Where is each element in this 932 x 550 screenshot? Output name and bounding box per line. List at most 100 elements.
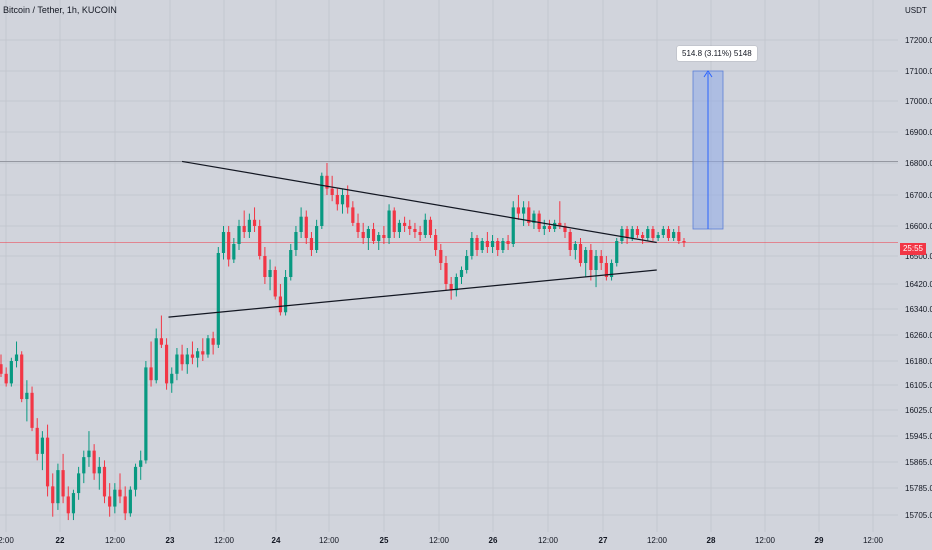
trendline-lower[interactable] [168, 269, 657, 318]
candle-body[interactable] [56, 470, 60, 504]
candle-body[interactable] [278, 296, 283, 313]
candle-body[interactable] [82, 457, 86, 474]
candle-body[interactable] [45, 437, 50, 487]
candle-body[interactable] [568, 232, 572, 250]
candle-body[interactable] [258, 226, 262, 256]
candle-body[interactable] [402, 222, 407, 226]
candle-body[interactable] [490, 241, 495, 247]
candle-body[interactable] [485, 241, 489, 247]
candle-body[interactable] [144, 367, 148, 461]
candle-body[interactable] [133, 466, 138, 490]
candle-body[interactable] [263, 256, 267, 277]
candle-body[interactable] [496, 241, 500, 250]
candle-body[interactable] [625, 229, 629, 238]
candle-body[interactable] [216, 253, 220, 345]
candle-body[interactable] [604, 263, 608, 277]
candle-body[interactable] [594, 256, 598, 270]
candle-body[interactable] [366, 229, 370, 238]
candle-body[interactable] [387, 210, 391, 239]
candle-body[interactable] [356, 222, 360, 232]
candle-body[interactable] [542, 226, 546, 229]
candle-body[interactable] [578, 244, 583, 263]
candle-body[interactable] [346, 195, 350, 208]
candle-body[interactable] [408, 226, 412, 229]
candle-body[interactable] [392, 210, 396, 233]
candle-body[interactable] [330, 188, 334, 195]
candle-body[interactable] [444, 263, 448, 284]
candle-body[interactable] [227, 232, 231, 260]
candle-body[interactable] [434, 235, 438, 250]
candle-body[interactable] [252, 219, 257, 226]
candle-body[interactable] [190, 354, 195, 358]
candle-body[interactable] [66, 496, 70, 514]
trendline-upper[interactable] [181, 160, 657, 244]
candle-body[interactable] [71, 493, 76, 514]
candle-body[interactable] [221, 232, 226, 253]
candle-body[interactable] [371, 229, 376, 241]
candle-body[interactable] [309, 238, 314, 250]
candle-body[interactable] [113, 489, 117, 507]
candle-body[interactable] [211, 338, 215, 345]
candle-body[interactable] [656, 235, 660, 238]
candle-body[interactable] [299, 216, 303, 232]
candle-body[interactable] [170, 373, 174, 384]
candle-body[interactable] [454, 277, 458, 291]
candle-body[interactable] [527, 207, 531, 223]
candle-body[interactable] [382, 235, 386, 238]
candle-body[interactable] [206, 338, 210, 355]
candle-body[interactable] [511, 207, 515, 244]
candle-body[interactable] [273, 270, 277, 297]
candle-body[interactable] [677, 232, 681, 241]
candle-body[interactable] [459, 270, 464, 277]
candle-body[interactable] [558, 222, 562, 226]
candle-body[interactable] [232, 244, 236, 260]
candle-body[interactable] [268, 270, 272, 277]
candle-body[interactable] [320, 175, 324, 226]
candle-body[interactable] [661, 229, 665, 235]
candle-body[interactable] [164, 344, 169, 384]
candle-body[interactable] [428, 219, 433, 235]
candle-body[interactable] [196, 351, 200, 358]
candle-body[interactable] [97, 466, 101, 474]
candle-body[interactable] [201, 351, 205, 355]
candle-body[interactable] [108, 496, 112, 507]
candle-body[interactable] [651, 229, 655, 238]
candle-body[interactable] [449, 284, 453, 291]
candle-body[interactable] [304, 216, 308, 238]
candle-body[interactable] [641, 235, 645, 238]
symbol-title[interactable]: Bitcoin / Tether, 1h, KUCOIN [3, 5, 117, 15]
candle-body[interactable] [630, 229, 634, 238]
candle-body[interactable] [118, 489, 122, 497]
candle-body[interactable] [480, 241, 484, 250]
candle-body[interactable] [35, 427, 39, 454]
candle-body[interactable] [159, 338, 164, 345]
candle-body[interactable] [615, 241, 619, 263]
candle-body[interactable] [521, 207, 526, 214]
candle-body[interactable] [547, 226, 552, 229]
candle-body[interactable] [149, 367, 153, 381]
candle-body[interactable] [584, 250, 588, 263]
candle-body[interactable] [87, 450, 91, 458]
candle-body[interactable] [377, 235, 381, 241]
candle-body[interactable] [439, 250, 443, 263]
candle-body[interactable] [294, 232, 298, 250]
candle-body[interactable] [40, 437, 44, 454]
candle-body[interactable] [506, 241, 510, 244]
candle-body[interactable] [672, 232, 676, 238]
candle-body[interactable] [361, 232, 365, 238]
candle-body[interactable] [14, 354, 19, 362]
candle-body[interactable] [351, 207, 355, 223]
candle-body[interactable] [682, 241, 686, 243]
candle-body[interactable] [283, 277, 288, 313]
candle-body[interactable] [242, 226, 246, 232]
candle-body[interactable] [335, 195, 339, 205]
candle-body[interactable] [128, 489, 132, 514]
candle-body[interactable] [599, 256, 603, 263]
candle-body[interactable] [666, 229, 671, 238]
candle-body[interactable] [397, 222, 402, 232]
candle-body[interactable] [516, 207, 521, 214]
candle-body[interactable] [553, 222, 557, 229]
candle-body[interactable] [325, 175, 329, 189]
candle-body[interactable] [247, 219, 251, 232]
candle-body[interactable] [470, 238, 474, 256]
